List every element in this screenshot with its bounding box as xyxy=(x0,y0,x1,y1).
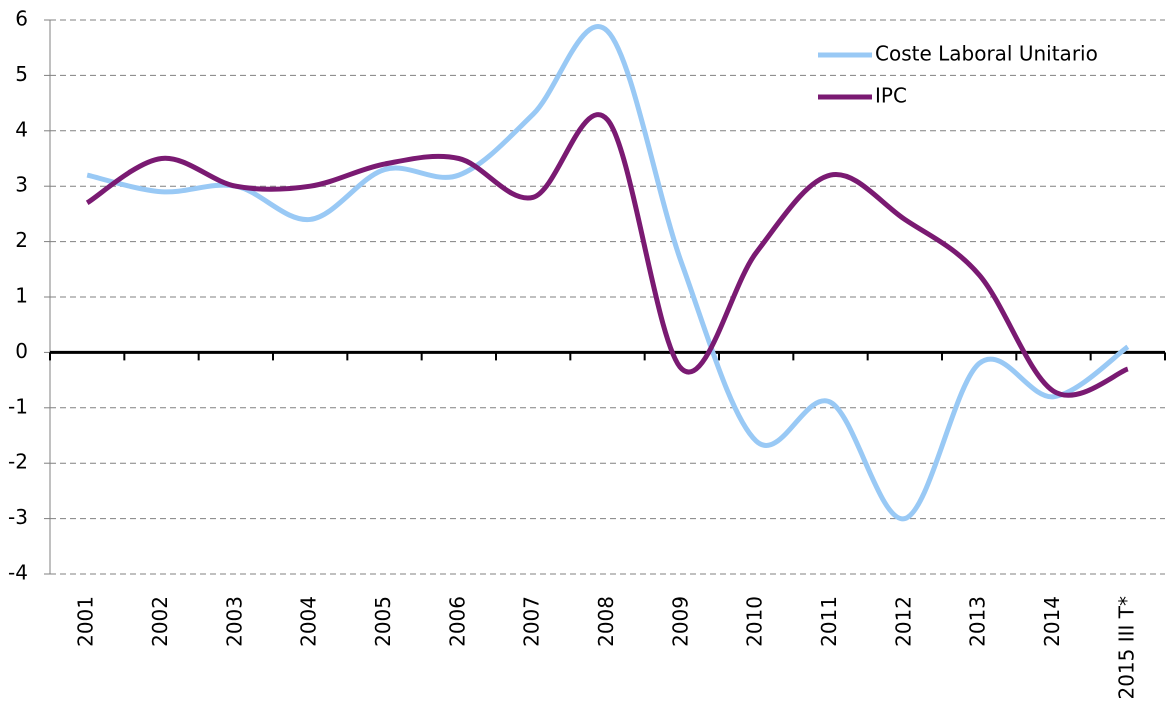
legend-label: Coste Laboral Unitario xyxy=(875,42,1098,66)
legend-label: IPC xyxy=(875,84,907,108)
x-tick-label: 2007 xyxy=(520,596,544,647)
y-tick-label: 5 xyxy=(15,62,28,86)
y-tick-label: -1 xyxy=(8,394,28,418)
x-tick-label: 2013 xyxy=(966,596,990,647)
x-tick-label: 2006 xyxy=(445,596,469,647)
x-tick-label: 2015 III T* xyxy=(1114,596,1138,700)
x-tick-label: 2004 xyxy=(297,596,321,647)
x-tick-label: 2012 xyxy=(891,596,915,647)
y-tick-label: 6 xyxy=(15,7,28,31)
x-tick-label: 2002 xyxy=(148,596,172,647)
x-tick-label: 2009 xyxy=(668,596,692,647)
y-tick-label: 0 xyxy=(15,339,28,363)
x-tick-label: 2001 xyxy=(74,596,98,647)
x-tick-label: 2010 xyxy=(743,596,767,647)
series-line xyxy=(85,112,1129,398)
x-tick-label: 2005 xyxy=(371,596,395,647)
y-tick-label: -4 xyxy=(8,561,28,585)
x-tick-label: 2014 xyxy=(1040,596,1064,647)
y-tick-label: -2 xyxy=(8,450,28,474)
y-tick-label: 4 xyxy=(15,117,28,141)
series-line xyxy=(86,24,1130,522)
y-tick-label: -3 xyxy=(8,505,28,529)
x-tick-label: 2003 xyxy=(222,596,246,647)
y-tick-label: 2 xyxy=(15,228,28,252)
x-tick-label: 2008 xyxy=(594,596,618,647)
y-tick-label: 1 xyxy=(15,284,28,308)
x-tick-label: 2011 xyxy=(817,596,841,647)
y-tick-label: 3 xyxy=(15,173,28,197)
